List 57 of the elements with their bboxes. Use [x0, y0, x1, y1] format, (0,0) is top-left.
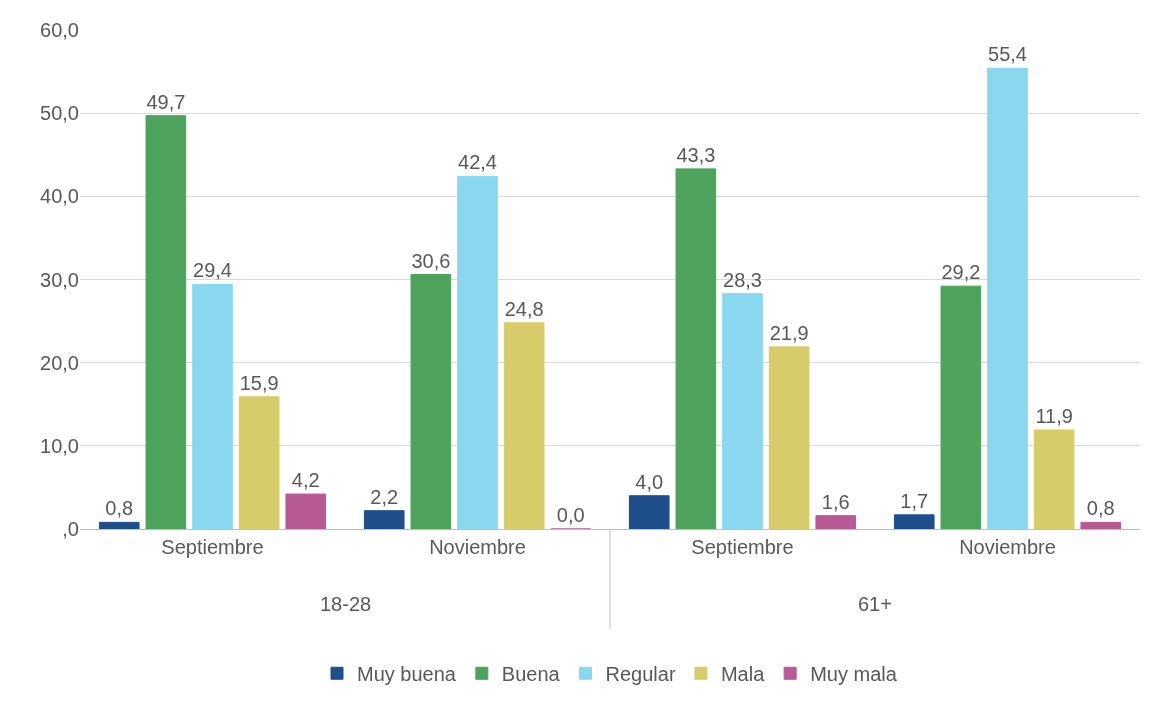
bar — [628, 495, 670, 529]
legend-label: Mala — [720, 663, 766, 686]
x-tick-label: Noviembre — [429, 536, 526, 558]
bar — [363, 510, 405, 529]
y-tick-label: ,0 — [62, 518, 79, 540]
legend-label: Muy buena — [357, 663, 457, 686]
x-tick-label: Noviembre — [959, 536, 1056, 558]
data-label: 4,0 — [635, 470, 664, 493]
data-label: 49,7 — [146, 90, 186, 113]
bar — [457, 175, 498, 529]
bar — [675, 168, 717, 529]
data-label: 1,6 — [821, 490, 850, 513]
y-tick-label: 30,0 — [40, 268, 79, 291]
legend-label: Regular — [605, 663, 676, 686]
bar — [98, 521, 140, 529]
data-label: 1,7 — [900, 489, 929, 512]
legend-label: Buena — [501, 663, 561, 686]
bar — [940, 285, 982, 529]
bar — [987, 67, 1028, 529]
bar — [285, 493, 327, 529]
bar — [192, 283, 233, 529]
bar — [722, 293, 763, 529]
data-label: 0,8 — [105, 497, 134, 520]
data-label: 24,8 — [504, 297, 544, 320]
y-tick-label: 40,0 — [40, 185, 79, 208]
y-tick-label: 60,0 — [40, 19, 79, 41]
bar — [1080, 521, 1122, 529]
y-tick-label: 20,0 — [40, 351, 79, 374]
bar — [815, 515, 857, 529]
data-label: 43,3 — [676, 143, 716, 166]
bar — [503, 322, 545, 529]
bar — [238, 396, 280, 529]
data-label: 42,4 — [458, 151, 497, 174]
text: 61+ — [858, 593, 892, 615]
data-label: 29,2 — [941, 261, 981, 284]
data-label: 29,4 — [193, 259, 232, 282]
data-label: 28,3 — [723, 268, 762, 291]
data-label: 21,9 — [769, 321, 809, 344]
legend-label: Muy mala — [810, 663, 898, 686]
bar — [1033, 429, 1075, 529]
bar — [768, 346, 810, 529]
x-tick-label: Septiembre — [161, 536, 264, 558]
data-label: 11,9 — [1035, 405, 1073, 428]
data-label: 4,2 — [291, 469, 320, 492]
data-label: 0,0 — [556, 504, 585, 526]
data-label: 30,6 — [411, 249, 451, 272]
bar — [410, 274, 452, 529]
text: 18-28 — [320, 593, 372, 615]
x-tick-label: Septiembre — [691, 536, 794, 558]
bar — [145, 115, 187, 529]
data-label: 15,9 — [239, 371, 279, 394]
bar — [893, 514, 935, 529]
data-label: 55,4 — [988, 43, 1027, 66]
y-tick-label: 10,0 — [40, 434, 79, 457]
y-tick-label: 50,0 — [40, 102, 79, 125]
data-label: 0,8 — [1086, 497, 1115, 520]
data-label: 2,2 — [370, 485, 399, 508]
